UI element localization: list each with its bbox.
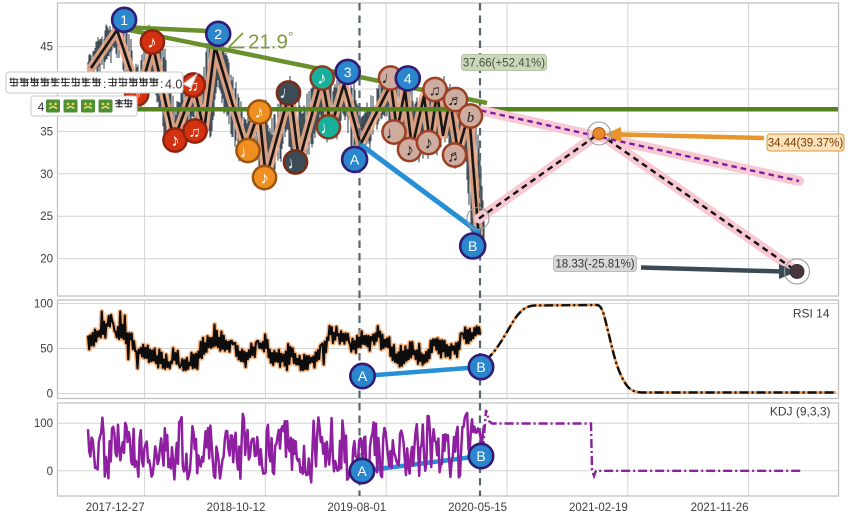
svg-text:A: A	[350, 151, 360, 167]
svg-text:2017-12-27: 2017-12-27	[86, 502, 145, 514]
svg-text:2: 2	[214, 26, 222, 42]
svg-text:RSI 14: RSI 14	[793, 307, 830, 321]
svg-text:B: B	[476, 448, 485, 464]
svg-text:KDJ (9,3,3): KDJ (9,3,3)	[770, 405, 831, 419]
svg-text:4: 4	[404, 70, 412, 86]
svg-text:♪: ♪	[259, 167, 270, 188]
svg-text:♪: ♪	[146, 31, 158, 52]
svg-text:0: 0	[47, 466, 53, 478]
svg-text:4: 4	[38, 100, 45, 114]
svg-text::: :	[160, 77, 163, 91]
svg-text:45: 45	[40, 42, 53, 54]
svg-text:♩: ♩	[238, 139, 258, 161]
svg-text:♩: ♩	[380, 67, 400, 89]
svg-text:♬: ♬	[446, 147, 463, 166]
svg-text:♪: ♪	[404, 139, 415, 160]
svg-text:18.33(-25.81%): 18.33(-25.81%)	[555, 259, 634, 271]
svg-text:B: B	[476, 359, 485, 375]
svg-text:34.44(39.37%): 34.44(39.37%)	[768, 138, 844, 150]
svg-text:♪: ♪	[131, 83, 142, 104]
svg-text:A: A	[358, 368, 368, 384]
svg-text:♩: ♩	[319, 116, 338, 138]
svg-text:♪: ♪	[316, 67, 327, 88]
svg-text:2021-02-19: 2021-02-19	[569, 502, 628, 514]
svg-text:b: b	[467, 110, 475, 126]
svg-text:2018-10-12: 2018-10-12	[207, 502, 266, 514]
svg-text:2019-08-01: 2019-08-01	[327, 502, 386, 514]
svg-text:2020-05-15: 2020-05-15	[448, 502, 507, 514]
svg-text:A: A	[357, 463, 367, 479]
svg-text:3: 3	[344, 64, 352, 80]
svg-text:1: 1	[120, 12, 128, 28]
svg-text:♩: ♩	[278, 82, 298, 104]
svg-text:30: 30	[40, 169, 53, 181]
svg-text:♪: ♪	[169, 129, 181, 150]
svg-text:♫: ♫	[188, 123, 202, 141]
svg-text:25: 25	[40, 211, 53, 223]
svg-text:35: 35	[40, 126, 53, 138]
svg-text:♩: ♩	[384, 121, 403, 143]
svg-text:♫: ♫	[428, 82, 441, 100]
svg-text:20: 20	[40, 254, 53, 266]
svg-text:100: 100	[34, 418, 53, 430]
svg-text:♬: ♬	[447, 92, 464, 111]
svg-text:0: 0	[47, 389, 53, 401]
svg-text:♩: ♩	[285, 151, 305, 173]
svg-text:♪: ♪	[254, 101, 265, 122]
svg-text:2021-11-26: 2021-11-26	[691, 502, 749, 514]
svg-text:50: 50	[40, 344, 53, 356]
svg-text:100: 100	[34, 299, 53, 311]
svg-text:37.66(+52.41%): 37.66(+52.41%)	[463, 58, 545, 70]
svg-text::: :	[103, 77, 106, 91]
svg-text:21.9°: 21.9°	[248, 29, 294, 54]
svg-text:4.0: 4.0	[165, 78, 182, 92]
svg-text:B: B	[468, 238, 477, 254]
svg-text:♪: ♪	[423, 132, 434, 153]
